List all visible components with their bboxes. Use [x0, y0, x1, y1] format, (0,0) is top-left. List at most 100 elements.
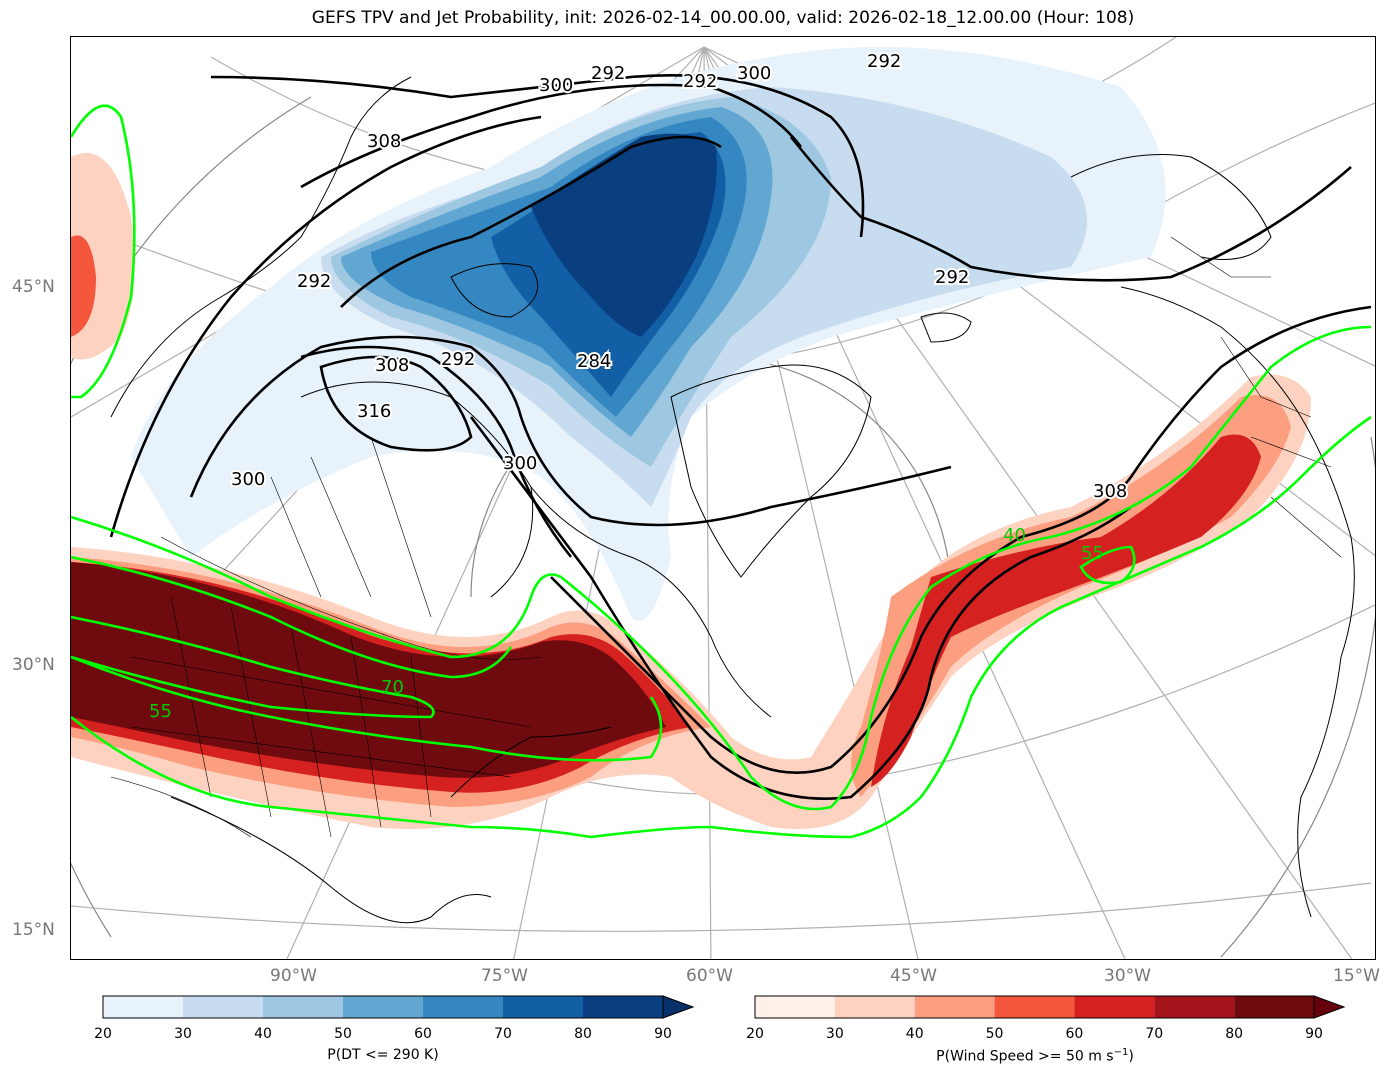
map-panel[interactable]: 300 292 292 300 308 292 292 292 308 292 … [70, 36, 1376, 960]
colorbar-cell [755, 996, 835, 1018]
coastline-scandinavia [1070, 154, 1272, 260]
tpv-probability-shading [131, 47, 1166, 621]
lat-label-45n: 45°N [12, 277, 55, 297]
colorbar-tpv [102, 995, 695, 1019]
colorbar-cell [1074, 996, 1155, 1018]
theta-label: 284 [577, 351, 611, 372]
coastline-east-coast-us [450, 726, 612, 798]
theta-label: 300 [539, 75, 573, 96]
colorbar-tick-label: 70 [494, 1026, 512, 1042]
jet-label: 70 [381, 677, 404, 698]
theta-label: 316 [357, 401, 391, 422]
lon-label-45w: 45°W [890, 966, 937, 986]
colorbar-jet [754, 995, 1346, 1019]
tpv-shading-band-80 [531, 133, 717, 337]
colorbar-tick-label: 30 [825, 1026, 844, 1042]
colorbar-cell [914, 996, 995, 1018]
border-canada-provinces [270, 436, 432, 618]
theta-contour-300-north [210, 74, 865, 238]
coastline-arctic-islands [450, 263, 539, 318]
colorbar-tick-label: 50 [334, 1026, 352, 1042]
colorbar-jet-bar [754, 995, 1346, 1019]
jet-label: 55 [1081, 543, 1104, 564]
coastline-hudson-bay [300, 381, 534, 598]
colorbar-jet-label-end: ) [1128, 1048, 1134, 1065]
colorbar-cell [263, 996, 343, 1018]
colorbar-tick-label: 60 [1065, 1026, 1084, 1042]
colorbar-cell [834, 996, 915, 1018]
coastline-labrador [530, 486, 772, 718]
jet-shading-main-band-80 [71, 562, 666, 778]
coastline-greenland [670, 364, 872, 578]
colorbar-tick-label: 90 [1305, 1026, 1323, 1042]
colorbar-tick-label: 80 [1225, 1026, 1244, 1042]
theta-contours [109, 74, 1372, 800]
colorbar-cell [1154, 996, 1235, 1018]
border-us-mexico [110, 776, 252, 838]
chart-title: GEFS TPV and Jet Probability, init: 2026… [311, 8, 1135, 28]
theta-label: 292 [591, 63, 625, 84]
colorbar-tick-label: 90 [654, 1026, 672, 1042]
theta-contour-300-south [469, 416, 1132, 800]
lon-label-90w: 90°W [270, 966, 317, 986]
graticule-circle-45n [71, 96, 312, 938]
border-europe-countries [1170, 236, 1342, 558]
coastline-iceland [920, 312, 972, 343]
colorbar-tpv-label: P(DT <= 290 K) [327, 1047, 439, 1063]
theta-label: 292 [297, 271, 331, 292]
theta-label: 292 [935, 267, 969, 288]
jet-shading-west-coast-band-50 [71, 235, 96, 337]
lon-label-60w: 60°W [686, 966, 733, 986]
colorbar-tick-label: 50 [985, 1026, 1004, 1042]
colorbar-jet-cells [755, 996, 1314, 1018]
theta-label: 308 [367, 131, 401, 152]
theta-label: 292 [441, 349, 475, 370]
lat-label-15n: 15°N [12, 920, 55, 940]
jet-contour-55-east [1079, 545, 1136, 585]
jet-contour-70 [71, 615, 435, 719]
theta-label: 300 [737, 63, 771, 84]
colorbar-jet-label-main: P(Wind Speed >= 50 m s [936, 1048, 1114, 1065]
theta-contour-labels: 300 292 292 300 308 292 292 292 308 292 … [229, 49, 1129, 504]
lat-label-30n: 30°N [12, 655, 55, 675]
colorbar-tpv-bar [102, 995, 695, 1019]
colorbar-jet-extend-arrow [1313, 995, 1346, 1019]
jet-contour-55-south [71, 655, 663, 762]
colorbar-cell [994, 996, 1075, 1018]
jet-contour-40-main-south [71, 415, 1372, 839]
coastlines [110, 76, 1355, 924]
colorbar-cell [503, 996, 583, 1018]
lon-label-75w: 75°W [481, 966, 528, 986]
theta-label: 292 [683, 71, 717, 92]
colorbar-jet-label-sup: −1 [1113, 1047, 1129, 1058]
political-borders [110, 236, 1342, 838]
jet-contour-55-west [71, 555, 513, 679]
colorbar-tick-label: 30 [174, 1026, 192, 1042]
colorbar-cell [1234, 996, 1314, 1018]
theta-contour-308-west [109, 115, 542, 538]
colorbar-cell [103, 996, 183, 1018]
coastline-europe [1120, 286, 1355, 918]
colorbar-tpv-extend-arrow [662, 995, 695, 1019]
graticule-circle-45n-east [1220, 436, 1375, 958]
jet-contour-40-main [71, 325, 1372, 811]
colorbar-cell [343, 996, 423, 1018]
colorbar-cell [183, 996, 263, 1018]
colorbar-jet-label: P(Wind Speed >= 50 m s−1) [936, 1047, 1134, 1065]
colorbar-tick-label: 20 [746, 1026, 764, 1042]
theta-label: 308 [1093, 481, 1127, 502]
theta-contour-308-south [550, 305, 1372, 774]
map-svg: 300 292 292 300 308 292 292 292 308 292 … [71, 37, 1375, 959]
theta-contour-292-east [789, 136, 1352, 282]
theta-contour-292-inner [340, 135, 722, 308]
theta-label: 292 [867, 51, 901, 72]
theta-contour-292-north [300, 83, 803, 189]
coastline-gulf-of-mexico [170, 796, 492, 924]
colorbar-tick-label: 80 [574, 1026, 592, 1042]
colorbar-tick-label: 20 [94, 1026, 112, 1042]
lon-label-30w: 30°W [1104, 966, 1151, 986]
lon-label-15w: 15°W [1333, 966, 1380, 986]
theta-contour-316 [319, 355, 473, 452]
colorbar-tick-label: 70 [1145, 1026, 1164, 1042]
colorbar-tick-label: 40 [905, 1026, 924, 1042]
